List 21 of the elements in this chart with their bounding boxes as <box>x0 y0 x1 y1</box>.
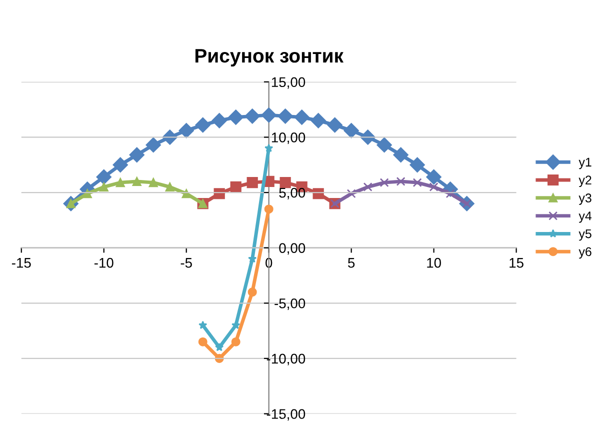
chart-title: Рисунок зонтик <box>195 49 344 66</box>
legend-label: y1 <box>578 158 592 170</box>
x-tick-label: 10 <box>427 258 441 268</box>
y-tick-label: -10,00 <box>266 354 306 366</box>
legend-label: y6 <box>578 247 592 259</box>
x-tick-label: -15 <box>12 258 31 268</box>
y-tick-label: -5,00 <box>274 298 306 310</box>
legend-label: y5 <box>578 229 592 241</box>
x-tick-label: -5 <box>180 258 192 268</box>
x-tick-label: -10 <box>94 258 114 268</box>
legend-label: y2 <box>578 176 592 187</box>
legend-label: y3 <box>578 194 592 205</box>
y-tick-label: 0,00 <box>279 243 306 255</box>
y-tick-label: 15,00 <box>272 77 306 89</box>
legend-label: y4 <box>578 212 592 223</box>
y-tick-label: -15,00 <box>266 409 306 421</box>
x-tick-label: 15 <box>510 258 524 268</box>
x-tick-label: 0 <box>266 258 272 268</box>
y-tick-label: 5,00 <box>279 188 306 200</box>
y-tick-label: 10,00 <box>272 132 306 144</box>
x-tick-label: 5 <box>348 258 355 268</box>
